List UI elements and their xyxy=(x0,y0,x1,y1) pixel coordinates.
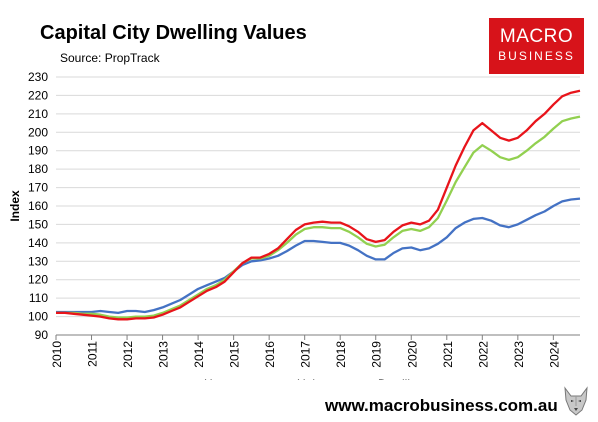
y-tick-label: 210 xyxy=(28,107,48,121)
x-tick-label: 2017 xyxy=(299,341,313,368)
x-tick-label: 2021 xyxy=(441,341,455,368)
y-tick-label: 230 xyxy=(28,70,48,84)
x-tick-label: 2014 xyxy=(192,341,206,368)
x-tick-label: 2019 xyxy=(370,341,384,368)
x-tick-label: 2016 xyxy=(263,341,277,368)
series-line-houses xyxy=(56,89,581,321)
legend-label-houses: Houses xyxy=(204,377,245,380)
y-tick-label: 90 xyxy=(35,328,49,342)
x-tick-label: 2018 xyxy=(334,341,348,368)
x-tick-label: 2023 xyxy=(512,341,526,368)
macro-business-logo: MACRO BUSINESS xyxy=(489,18,584,74)
logo-line-1: MACRO xyxy=(499,26,574,47)
y-tick-label: 170 xyxy=(28,181,48,195)
y-tick-label: 180 xyxy=(28,162,48,176)
y-tick-label: 140 xyxy=(28,236,48,250)
x-tick-label: 2022 xyxy=(476,341,490,368)
y-tick-label: 160 xyxy=(28,199,48,213)
chart-source: Source: PropTrack xyxy=(60,51,160,65)
legend-label-units: Units xyxy=(297,377,324,380)
chart-legend: Houses Units Dwellings xyxy=(204,377,429,380)
chart-axis xyxy=(55,334,580,340)
wolf-mascot-icon xyxy=(564,386,588,416)
website-url: www.macrobusiness.com.au xyxy=(325,396,558,415)
y-tick-label: 100 xyxy=(28,310,48,324)
x-tick-label: 2020 xyxy=(405,341,419,368)
y-tick-label: 130 xyxy=(28,254,48,268)
x-tick-label: 2012 xyxy=(121,341,135,368)
y-tick-label: 200 xyxy=(28,125,48,139)
x-tick-label: 2024 xyxy=(547,341,561,368)
y-tick-label: 220 xyxy=(28,88,48,102)
y-tick-label: 150 xyxy=(28,217,48,231)
x-tick-labels: 2010 2011 2012 2013 2014 2015 2016 2017 2018 2019… xyxy=(50,341,561,368)
series-line-units xyxy=(56,197,581,315)
x-tick-label: 2010 xyxy=(50,341,64,368)
chart-title: Capital City Dwelling Values xyxy=(40,22,307,44)
chart-grid xyxy=(56,76,580,318)
line-chart: 90 100 110 120 130 140 150 160 170 180 190 200 210 22… xyxy=(8,70,581,380)
x-tick-label: 2013 xyxy=(157,341,171,368)
x-tick-label: 2015 xyxy=(228,341,242,368)
chart-series-lines xyxy=(56,89,581,321)
y-axis-label: Index xyxy=(8,190,22,222)
x-tick-label: 2011 xyxy=(86,341,100,367)
logo-line-2: BUSINESS xyxy=(498,49,575,63)
y-tick-label: 110 xyxy=(29,291,48,305)
series-line-dwellings xyxy=(56,115,581,319)
y-tick-labels: 90 100 110 120 130 140 150 160 170 180 190 200 210 22… xyxy=(28,70,48,342)
y-tick-label: 120 xyxy=(28,273,48,287)
legend-label-dwellings: Dwellings xyxy=(378,377,429,380)
y-tick-label: 190 xyxy=(28,144,48,158)
